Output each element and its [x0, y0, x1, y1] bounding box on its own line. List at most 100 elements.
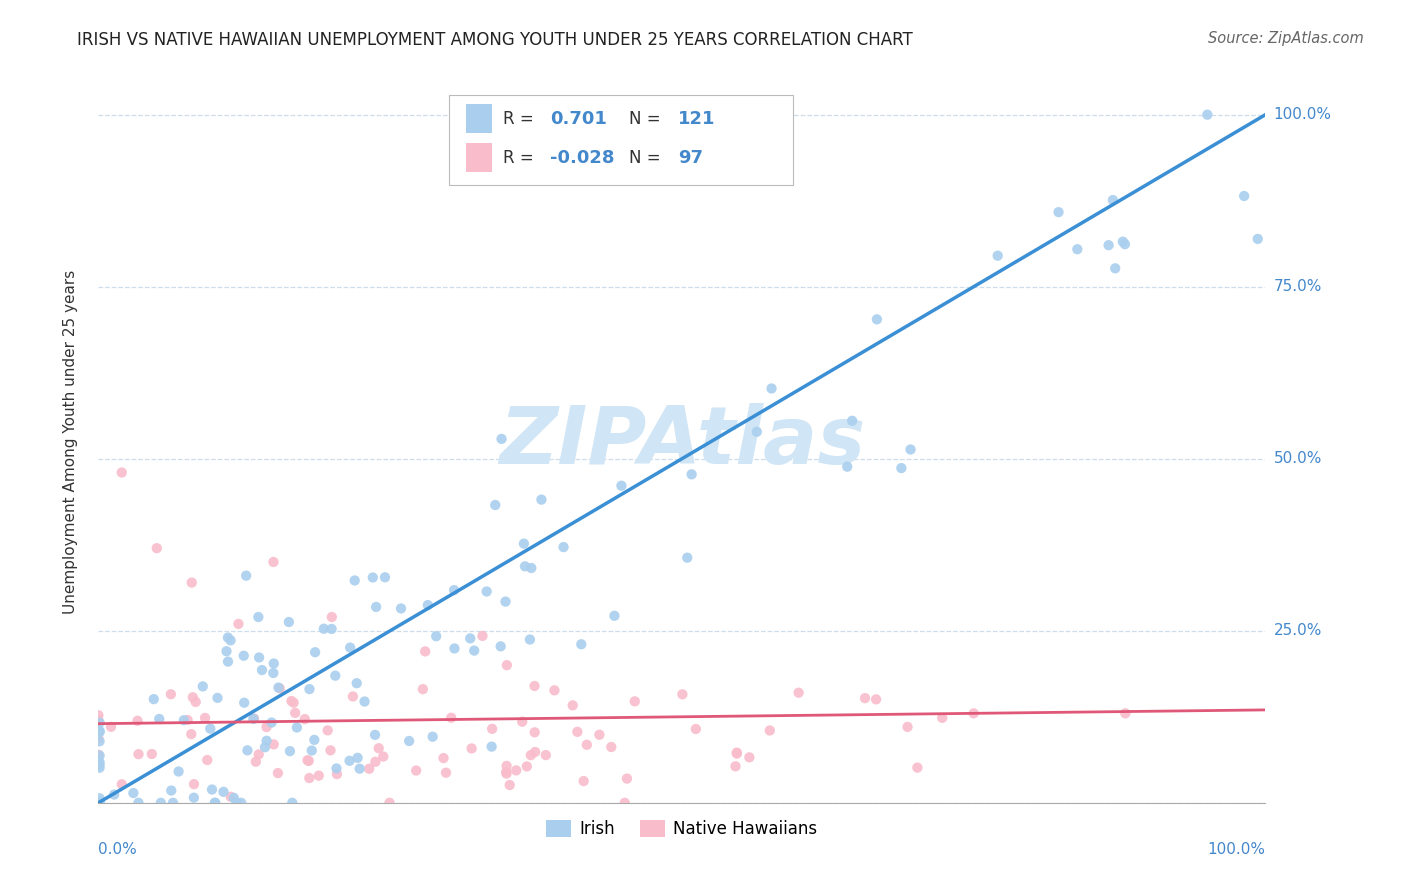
Text: N =: N = [630, 110, 666, 128]
Point [201, 782, 224, 797]
Point [900, 442, 922, 457]
Point [364, 755, 387, 769]
Point [471, 629, 494, 643]
Point [1102, 193, 1125, 207]
Point [194, 711, 217, 725]
Point [495, 759, 517, 773]
Point [1233, 189, 1256, 203]
Point [1097, 238, 1119, 252]
Point [89, 796, 111, 810]
Point [111, 777, 134, 791]
Point [837, 459, 859, 474]
Point [725, 747, 748, 761]
Point [217, 631, 239, 645]
Point [520, 748, 543, 763]
Point [128, 747, 150, 761]
Point [180, 575, 202, 590]
Point [325, 761, 347, 775]
Point [866, 312, 889, 326]
Point [176, 713, 198, 727]
Text: 0.701: 0.701 [550, 110, 607, 128]
Point [262, 665, 284, 680]
Point [304, 732, 326, 747]
Point [398, 734, 420, 748]
Point [481, 722, 503, 736]
Point [260, 715, 283, 730]
Point [681, 467, 703, 482]
Point [361, 570, 384, 584]
Point [603, 608, 626, 623]
Point [458, 632, 481, 646]
Point [460, 741, 482, 756]
Point [534, 748, 557, 763]
Point [173, 713, 195, 727]
Point [262, 555, 284, 569]
Point [232, 648, 254, 663]
Point [676, 550, 699, 565]
Point [87, 708, 110, 723]
Point [496, 658, 519, 673]
Point [346, 676, 368, 690]
Point [671, 687, 693, 701]
Point [160, 687, 183, 701]
Point [204, 796, 226, 810]
Point [284, 706, 307, 720]
Point [524, 745, 547, 759]
Point [553, 540, 575, 554]
Point [366, 599, 388, 614]
Point [89, 723, 111, 738]
Point [89, 796, 111, 810]
Text: ZIPAtlas: ZIPAtlas [499, 402, 865, 481]
Point [353, 694, 375, 708]
Point [285, 721, 308, 735]
Point [443, 641, 465, 656]
Point [89, 734, 111, 748]
Point [247, 610, 270, 624]
Point [1197, 108, 1219, 122]
Point [738, 750, 761, 764]
Point [215, 644, 238, 658]
Text: 100.0%: 100.0% [1274, 107, 1331, 122]
Point [907, 761, 929, 775]
Point [231, 796, 253, 810]
Point [263, 657, 285, 671]
Point [616, 772, 638, 786]
Point [111, 466, 134, 480]
Point [367, 741, 389, 756]
Point [759, 723, 782, 738]
Point [228, 616, 250, 631]
FancyBboxPatch shape [449, 95, 793, 185]
Point [962, 706, 984, 721]
Point [283, 696, 305, 710]
Y-axis label: Unemployment Among Youth under 25 years: Unemployment Among Youth under 25 years [63, 269, 77, 614]
Point [323, 668, 346, 682]
Point [567, 724, 589, 739]
Point [183, 790, 205, 805]
Point [489, 640, 512, 654]
Point [543, 683, 565, 698]
Point [89, 761, 111, 775]
Point [148, 712, 170, 726]
Point [623, 694, 645, 708]
Point [725, 746, 748, 760]
Point [359, 762, 381, 776]
Point [513, 559, 536, 574]
Point [89, 715, 111, 730]
Point [87, 756, 110, 771]
Text: N =: N = [630, 149, 666, 167]
Point [89, 796, 111, 810]
Point [281, 796, 304, 810]
Point [87, 714, 110, 728]
Point [87, 747, 110, 762]
Point [374, 570, 396, 584]
Point [519, 632, 541, 647]
Point [319, 743, 342, 757]
Point [613, 796, 636, 810]
Point [523, 725, 546, 739]
Point [425, 629, 447, 643]
Text: 75.0%: 75.0% [1274, 279, 1322, 294]
Point [191, 680, 214, 694]
Point [278, 744, 301, 758]
Point [513, 536, 536, 550]
Point [298, 754, 321, 768]
